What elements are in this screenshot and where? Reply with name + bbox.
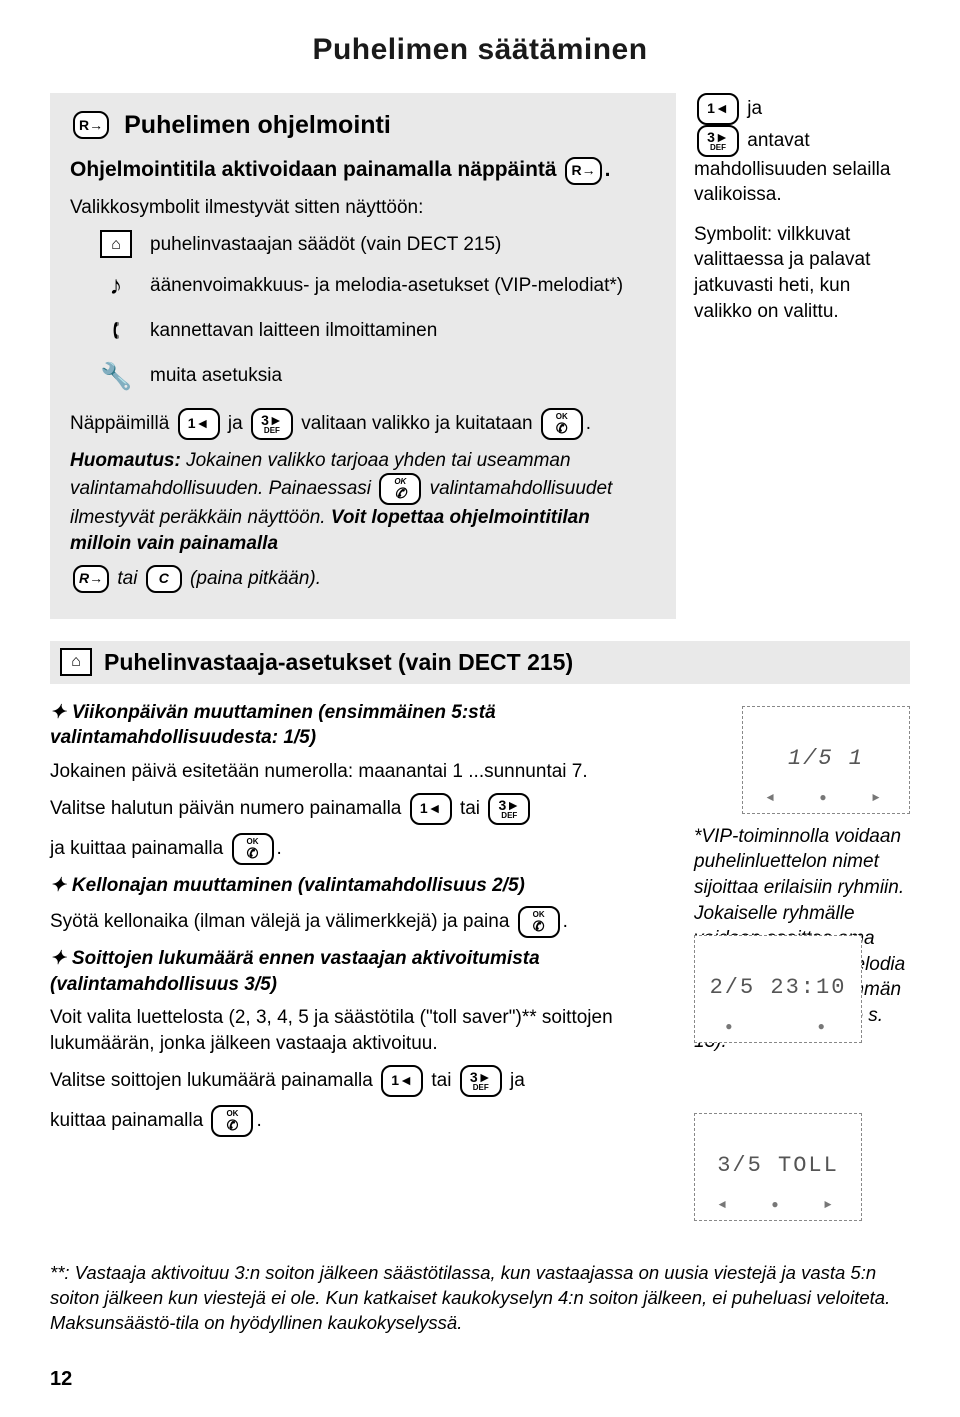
ok-key-icon: OK✆ [518, 906, 560, 938]
page-title: Puhelimen säätäminen [50, 30, 910, 71]
list-item: ♪ äänenvoimakkuus- ja melodia-asetukset … [100, 268, 656, 303]
menu-symbol-list: ⌂ puhelinvastaajan säädöt (vain DECT 215… [100, 230, 656, 393]
p-weekday-select: Valitse halutun päivän numero painamalla… [50, 793, 676, 825]
left-1-key-icon: 1◄ [410, 793, 452, 825]
note-line: Huomautus: Jokainen valikko tarjoaa yhde… [70, 448, 656, 557]
r-key-icon: R→ [565, 157, 601, 185]
p-weekday-confirm: ja kuittaa painamalla OK✆. [50, 833, 676, 865]
box1-intro: Ohjelmointitila aktivoidaan painamalla n… [70, 156, 656, 184]
ok-key-icon: OK✆ [232, 833, 274, 865]
p-rings: Voit valita luettelosta (2, 3, 4, 5 ja s… [50, 1005, 676, 1056]
lower-left: Viikonpäivän muuttaminen (ensimmäinen 5:… [50, 700, 676, 1145]
keys-line: Näppäimillä 1◄ ja 3►DEF valitaan valikko… [70, 408, 656, 440]
answering-machine-icon: ⌂ [100, 230, 132, 258]
r-key-icon: R→ [73, 565, 109, 593]
p-clock: Syötä kellonaika (ilman välejä ja välime… [50, 906, 676, 938]
lcd-display-1: 1/5 1 ◄ ● ► [742, 706, 910, 814]
p-rings-select: Valitse soittojen lukumäärä painamalla 1… [50, 1065, 676, 1097]
box1-line2: Valikkosymbolit ilmestyvät sitten näyttö… [70, 195, 656, 221]
right-3-key-icon: 3►DEF [488, 793, 530, 825]
p-rings-confirm: kuittaa painamalla OK✆. [50, 1105, 676, 1137]
answering-machine-icon: ⌂ [60, 648, 92, 676]
list-item: 🔧 muita asetuksia [100, 359, 656, 394]
list-label: muita asetuksia [150, 363, 282, 389]
box1-heading: R→ Puhelimen ohjelmointi [70, 109, 656, 143]
list-label: kannettavan laitteen ilmoittaminen [150, 318, 437, 344]
side-p1: 1◄ ja 3►DEF antavat mahdollisuuden selai… [694, 93, 910, 208]
programming-box: R→ Puhelimen ohjelmointi Ohjelmointitila… [50, 93, 676, 619]
right-3-key-icon: 3►DEF [251, 408, 293, 440]
side-p2: Symbolit: vilkkuvat valittaessa ja palav… [694, 222, 910, 325]
tail-line: R→ tai C (paina pitkään). [70, 565, 656, 593]
right-3-key-icon: 3►DEF [460, 1065, 502, 1097]
r-key-icon: R→ [73, 111, 109, 139]
c-key-icon: C [146, 565, 182, 593]
h-rings: Soittojen lukumäärä ennen vastaajan akti… [50, 946, 676, 997]
music-note-icon: ♪ [100, 268, 132, 303]
ok-key-icon: OK✆ [211, 1105, 253, 1137]
ok-key-icon: OK✆ [541, 408, 583, 440]
section2-title: Puhelinvastaaja-asetukset (vain DECT 215… [104, 647, 573, 678]
section2-header: ⌂ Puhelinvastaaja-asetukset (vain DECT 2… [50, 641, 910, 684]
side-column-top: 1◄ ja 3►DEF antavat mahdollisuuden selai… [694, 93, 910, 641]
page-number: 12 [50, 1366, 72, 1393]
lower-right: 1/5 1 ◄ ● ► *VIP-toiminnolla voidaan puh… [694, 700, 910, 1145]
right-3-key-icon: 3►DEF [697, 125, 739, 157]
left-1-key-icon: 1◄ [178, 408, 220, 440]
wrench-icon: 🔧 [100, 359, 132, 394]
list-label: äänenvoimakkuus- ja melodia-asetukset (V… [150, 273, 623, 299]
h-weekday: Viikonpäivän muuttaminen (ensimmäinen 5:… [50, 700, 676, 751]
h-clock: Kellonajan muuttaminen (valintamahdollis… [50, 873, 676, 899]
list-item: ⌂ puhelinvastaajan säädöt (vain DECT 215… [100, 230, 656, 258]
p-weekday: Jokainen päivä esitetään numerolla: maan… [50, 759, 676, 785]
ok-key-icon: OK✆ [379, 473, 421, 505]
handset-icon: 🕻 [100, 313, 132, 348]
footnote: **: Vastaaja aktivoituu 3:n soiton jälke… [50, 1261, 910, 1336]
box1-heading-text: Puhelimen ohjelmointi [124, 109, 391, 143]
list-item: 🕻 kannettavan laitteen ilmoittaminen [100, 313, 656, 348]
list-label: puhelinvastaajan säädöt (vain DECT 215) [150, 232, 501, 258]
left-1-key-icon: 1◄ [697, 93, 739, 125]
left-1-key-icon: 1◄ [381, 1065, 423, 1097]
vip-footnote: *VIP-toiminnolla voidaan puhelinluettelo… [694, 824, 910, 1055]
